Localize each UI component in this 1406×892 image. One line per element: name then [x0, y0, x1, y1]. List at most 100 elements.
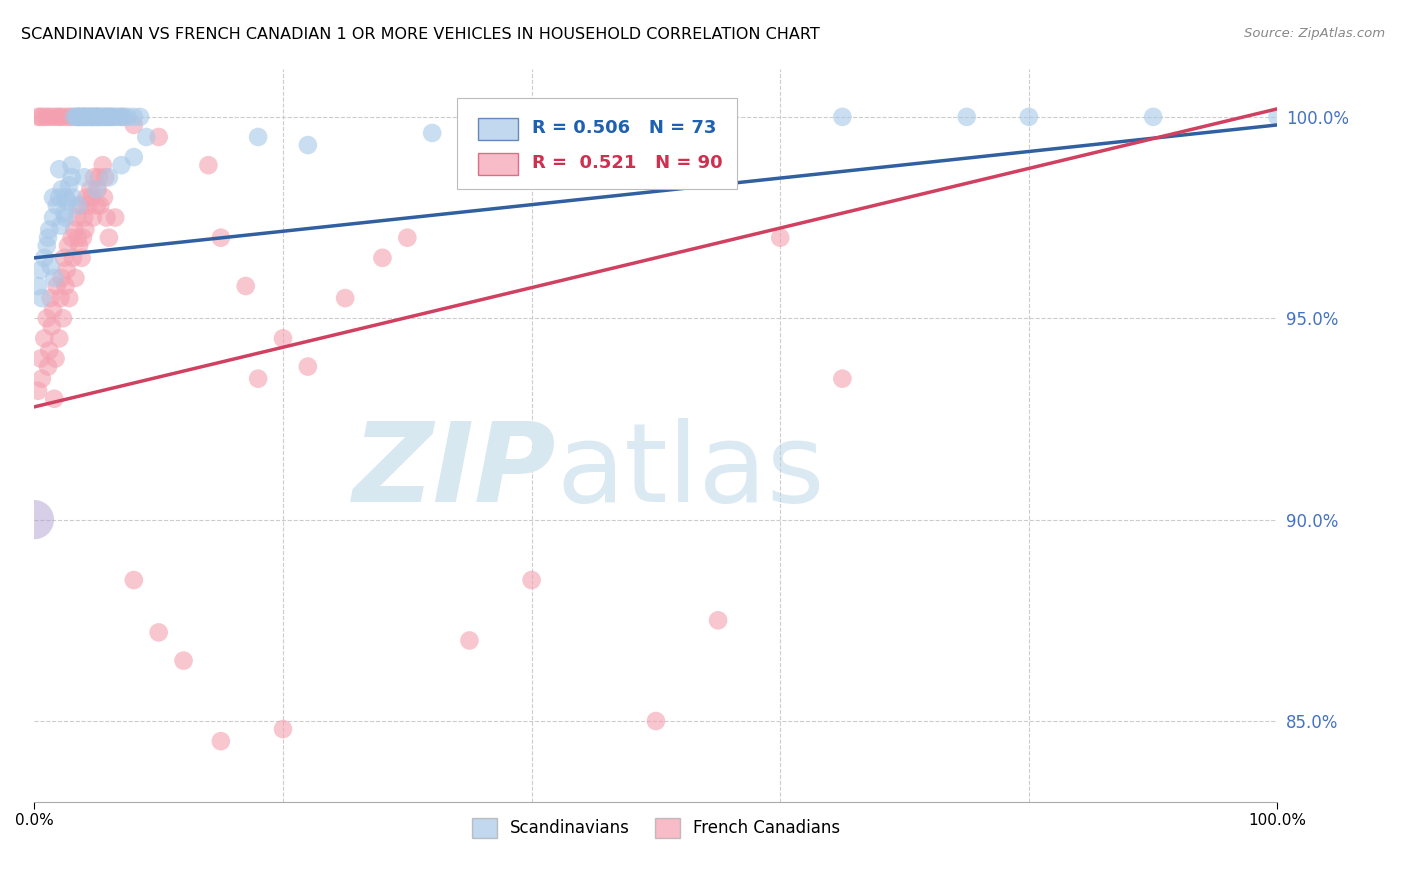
Point: [520, 110, 543, 124]
Point: [30, 351, 52, 366]
Point: [34, 331, 56, 345]
Point: [235, 279, 257, 293]
Point: [39, 291, 62, 305]
Point: [97, 110, 120, 124]
Point: [42, 303, 65, 318]
Point: [48, 190, 70, 204]
Point: [44, 351, 66, 366]
Point: [83, 110, 105, 124]
Point: [247, 130, 270, 145]
Point: [34, 251, 56, 265]
Point: [76, 190, 98, 204]
Point: [75, 110, 97, 124]
Point: [96, 211, 118, 225]
Point: [110, 110, 132, 124]
Point: [62, 251, 84, 265]
Point: [112, 110, 135, 124]
Point: [86, 182, 108, 196]
Point: [48, 162, 70, 177]
Point: [72, 230, 94, 244]
Point: [76, 198, 98, 212]
Point: [49, 219, 72, 233]
Point: [52, 311, 75, 326]
Point: [32, 110, 55, 124]
Point: [76, 110, 98, 124]
Point: [173, 654, 195, 668]
Point: [79, 182, 101, 196]
Point: [69, 198, 91, 212]
Point: [100, 110, 122, 124]
Point: [60, 110, 83, 124]
Point: [83, 170, 105, 185]
Point: [91, 158, 114, 172]
Point: [66, 230, 89, 244]
Point: [55, 279, 77, 293]
Point: [66, 211, 89, 225]
Point: [38, 110, 60, 124]
Point: [76, 110, 98, 124]
Point: [1142, 110, 1164, 124]
Point: [30, 110, 52, 124]
Point: [148, 625, 170, 640]
Point: [93, 190, 115, 204]
FancyBboxPatch shape: [457, 98, 737, 189]
Point: [122, 110, 145, 124]
Point: [63, 110, 86, 124]
Point: [122, 150, 145, 164]
Point: [89, 110, 111, 124]
Point: [86, 110, 108, 124]
Point: [45, 279, 67, 293]
Point: [97, 110, 120, 124]
Point: [645, 130, 668, 145]
Point: [27, 110, 49, 124]
Bar: [478, 153, 517, 175]
Point: [55, 263, 77, 277]
Point: [58, 110, 80, 124]
Point: [51, 110, 73, 124]
Point: [80, 110, 103, 124]
Point: [104, 110, 127, 124]
Point: [73, 110, 96, 124]
Point: [122, 573, 145, 587]
Point: [117, 110, 139, 124]
Point: [831, 372, 853, 386]
Point: [82, 110, 104, 124]
Point: [58, 291, 80, 305]
Point: [831, 110, 853, 124]
Point: [107, 110, 129, 124]
Point: [87, 170, 110, 185]
Point: [297, 359, 319, 374]
Point: [271, 331, 294, 345]
Point: [87, 110, 110, 124]
Point: [87, 110, 110, 124]
Point: [48, 110, 70, 124]
Point: [122, 118, 145, 132]
Point: [129, 110, 152, 124]
Point: [520, 573, 543, 587]
Point: [58, 178, 80, 193]
Point: [56, 194, 79, 209]
Point: [89, 198, 111, 212]
Point: [97, 170, 120, 185]
Point: [45, 110, 67, 124]
Point: [69, 110, 91, 124]
Point: [31, 291, 53, 305]
Point: [35, 311, 58, 326]
Point: [197, 158, 219, 172]
Point: [80, 190, 103, 204]
Point: [66, 198, 89, 212]
Point: [1018, 110, 1040, 124]
Point: [956, 110, 979, 124]
Point: [51, 182, 73, 196]
Point: [38, 222, 60, 236]
Point: [35, 110, 58, 124]
Point: [27, 279, 49, 293]
Point: [31, 372, 53, 386]
Point: [39, 259, 62, 273]
Point: [62, 190, 84, 204]
Text: ZIP: ZIP: [353, 418, 557, 525]
Point: [645, 714, 668, 728]
Text: R = 0.506   N = 73: R = 0.506 N = 73: [531, 119, 716, 136]
Point: [38, 343, 60, 358]
Point: [55, 190, 77, 204]
